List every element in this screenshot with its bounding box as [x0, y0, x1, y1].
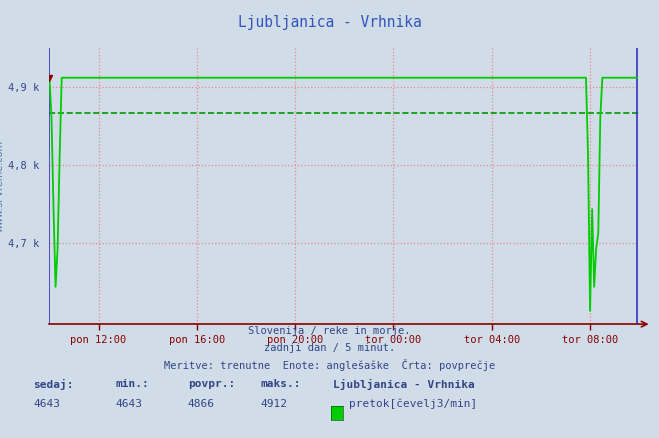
Text: Slovenija / reke in morje.: Slovenija / reke in morje.	[248, 326, 411, 336]
Text: pretok[čevelj3/min]: pretok[čevelj3/min]	[349, 399, 478, 409]
Text: 4866: 4866	[188, 399, 215, 409]
Text: zadnji dan / 5 minut.: zadnji dan / 5 minut.	[264, 343, 395, 353]
Text: 4643: 4643	[115, 399, 142, 409]
Text: Ljubljanica - Vrhnika: Ljubljanica - Vrhnika	[238, 15, 421, 30]
Text: Ljubljanica - Vrhnika: Ljubljanica - Vrhnika	[333, 379, 474, 390]
Text: 4912: 4912	[260, 399, 287, 409]
Text: povpr.:: povpr.:	[188, 379, 235, 389]
Text: sedaj:: sedaj:	[33, 379, 73, 390]
Text: maks.:: maks.:	[260, 379, 301, 389]
Y-axis label: www.si-vreme.com: www.si-vreme.com	[0, 140, 5, 232]
Text: min.:: min.:	[115, 379, 149, 389]
Text: 4643: 4643	[33, 399, 60, 409]
Text: Meritve: trenutne  Enote: anglešaške  Črta: povprečje: Meritve: trenutne Enote: anglešaške Črta…	[164, 359, 495, 371]
